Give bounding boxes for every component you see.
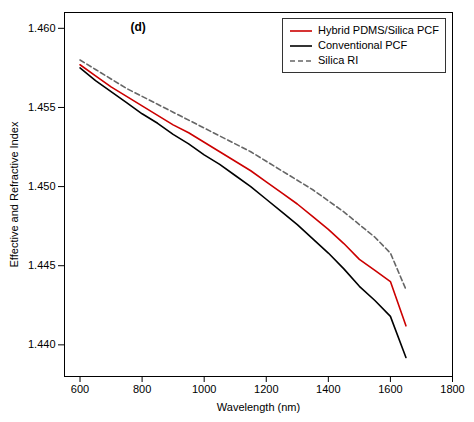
svg-text:1.445: 1.445	[28, 259, 56, 271]
svg-text:Wavelength (nm): Wavelength (nm)	[217, 401, 300, 413]
svg-text:600: 600	[71, 383, 89, 395]
svg-text:1200: 1200	[254, 383, 278, 395]
html-text:Hybrid PDMS/Silica PCF: Hybrid PDMS/Silica PCF	[318, 24, 439, 36]
html-text:Conventional PCF: Conventional PCF	[318, 39, 408, 51]
svg-text:1000: 1000	[192, 383, 216, 395]
svg-text:Effective and Refractive Index: Effective and Refractive Index	[8, 121, 20, 267]
svg-text:(d): (d)	[130, 20, 145, 34]
svg-text:1600: 1600	[378, 383, 402, 395]
svg-text:800: 800	[133, 383, 151, 395]
svg-text:1.440: 1.440	[28, 338, 56, 350]
svg-text:1.460: 1.460	[28, 22, 56, 34]
html-text:Silica RI: Silica RI	[318, 54, 359, 66]
svg-text:1400: 1400	[316, 383, 340, 395]
svg-text:1800: 1800	[440, 383, 464, 395]
svg-text:1.455: 1.455	[28, 101, 56, 113]
svg-text:1.450: 1.450	[28, 180, 56, 192]
